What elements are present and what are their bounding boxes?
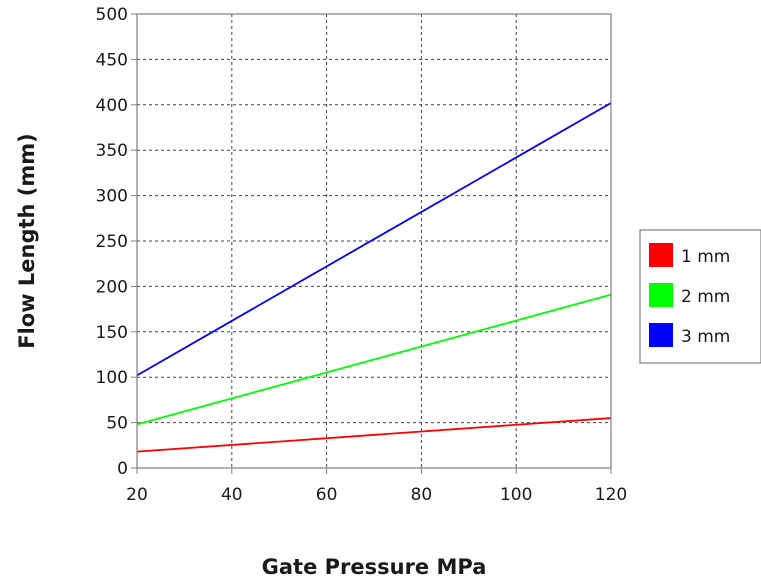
y-tick-label: 450 [96, 50, 128, 70]
y-tick-label: 150 [96, 323, 128, 343]
x-tick-label: 120 [595, 485, 627, 505]
y-axis-title: Flow Length (mm) [15, 133, 39, 349]
y-tick-label: 100 [96, 368, 128, 388]
x-axis-title: Gate Pressure MPa [262, 555, 487, 579]
y-tick-label: 50 [106, 414, 128, 434]
x-axis-ticks: 20 40 60 80 100 120 [126, 468, 627, 505]
series-line [136, 293, 612, 426]
legend-swatch [649, 243, 673, 267]
legend: 1 mm 2 mm 3 mm [639, 229, 761, 364]
x-tick-label: 20 [126, 485, 148, 505]
x-tick-label: 100 [500, 485, 532, 505]
y-tick-label: 300 [96, 187, 128, 207]
x-tick-label: 60 [316, 485, 338, 505]
series-line [136, 417, 612, 453]
grid-lines [137, 14, 611, 468]
x-tick-label: 40 [221, 485, 243, 505]
y-tick-label: 500 [96, 5, 128, 25]
legend-label: 3 mm [681, 327, 730, 347]
y-tick-label: 200 [96, 277, 128, 297]
series-lines [136, 102, 612, 453]
y-tick-label: 400 [96, 96, 128, 116]
legend-swatch [649, 323, 673, 347]
y-tick-label: 250 [96, 232, 128, 252]
x-tick-label: 80 [411, 485, 433, 505]
y-axis-ticks: 0 50 100 150 200 250 300 350 400 450 500 [96, 5, 137, 479]
series-line [136, 102, 612, 377]
y-tick-label: 350 [96, 141, 128, 161]
legend-swatch [649, 283, 673, 307]
legend-label: 2 mm [681, 287, 730, 307]
legend-label: 1 mm [681, 247, 730, 267]
y-tick-label: 0 [117, 459, 128, 479]
